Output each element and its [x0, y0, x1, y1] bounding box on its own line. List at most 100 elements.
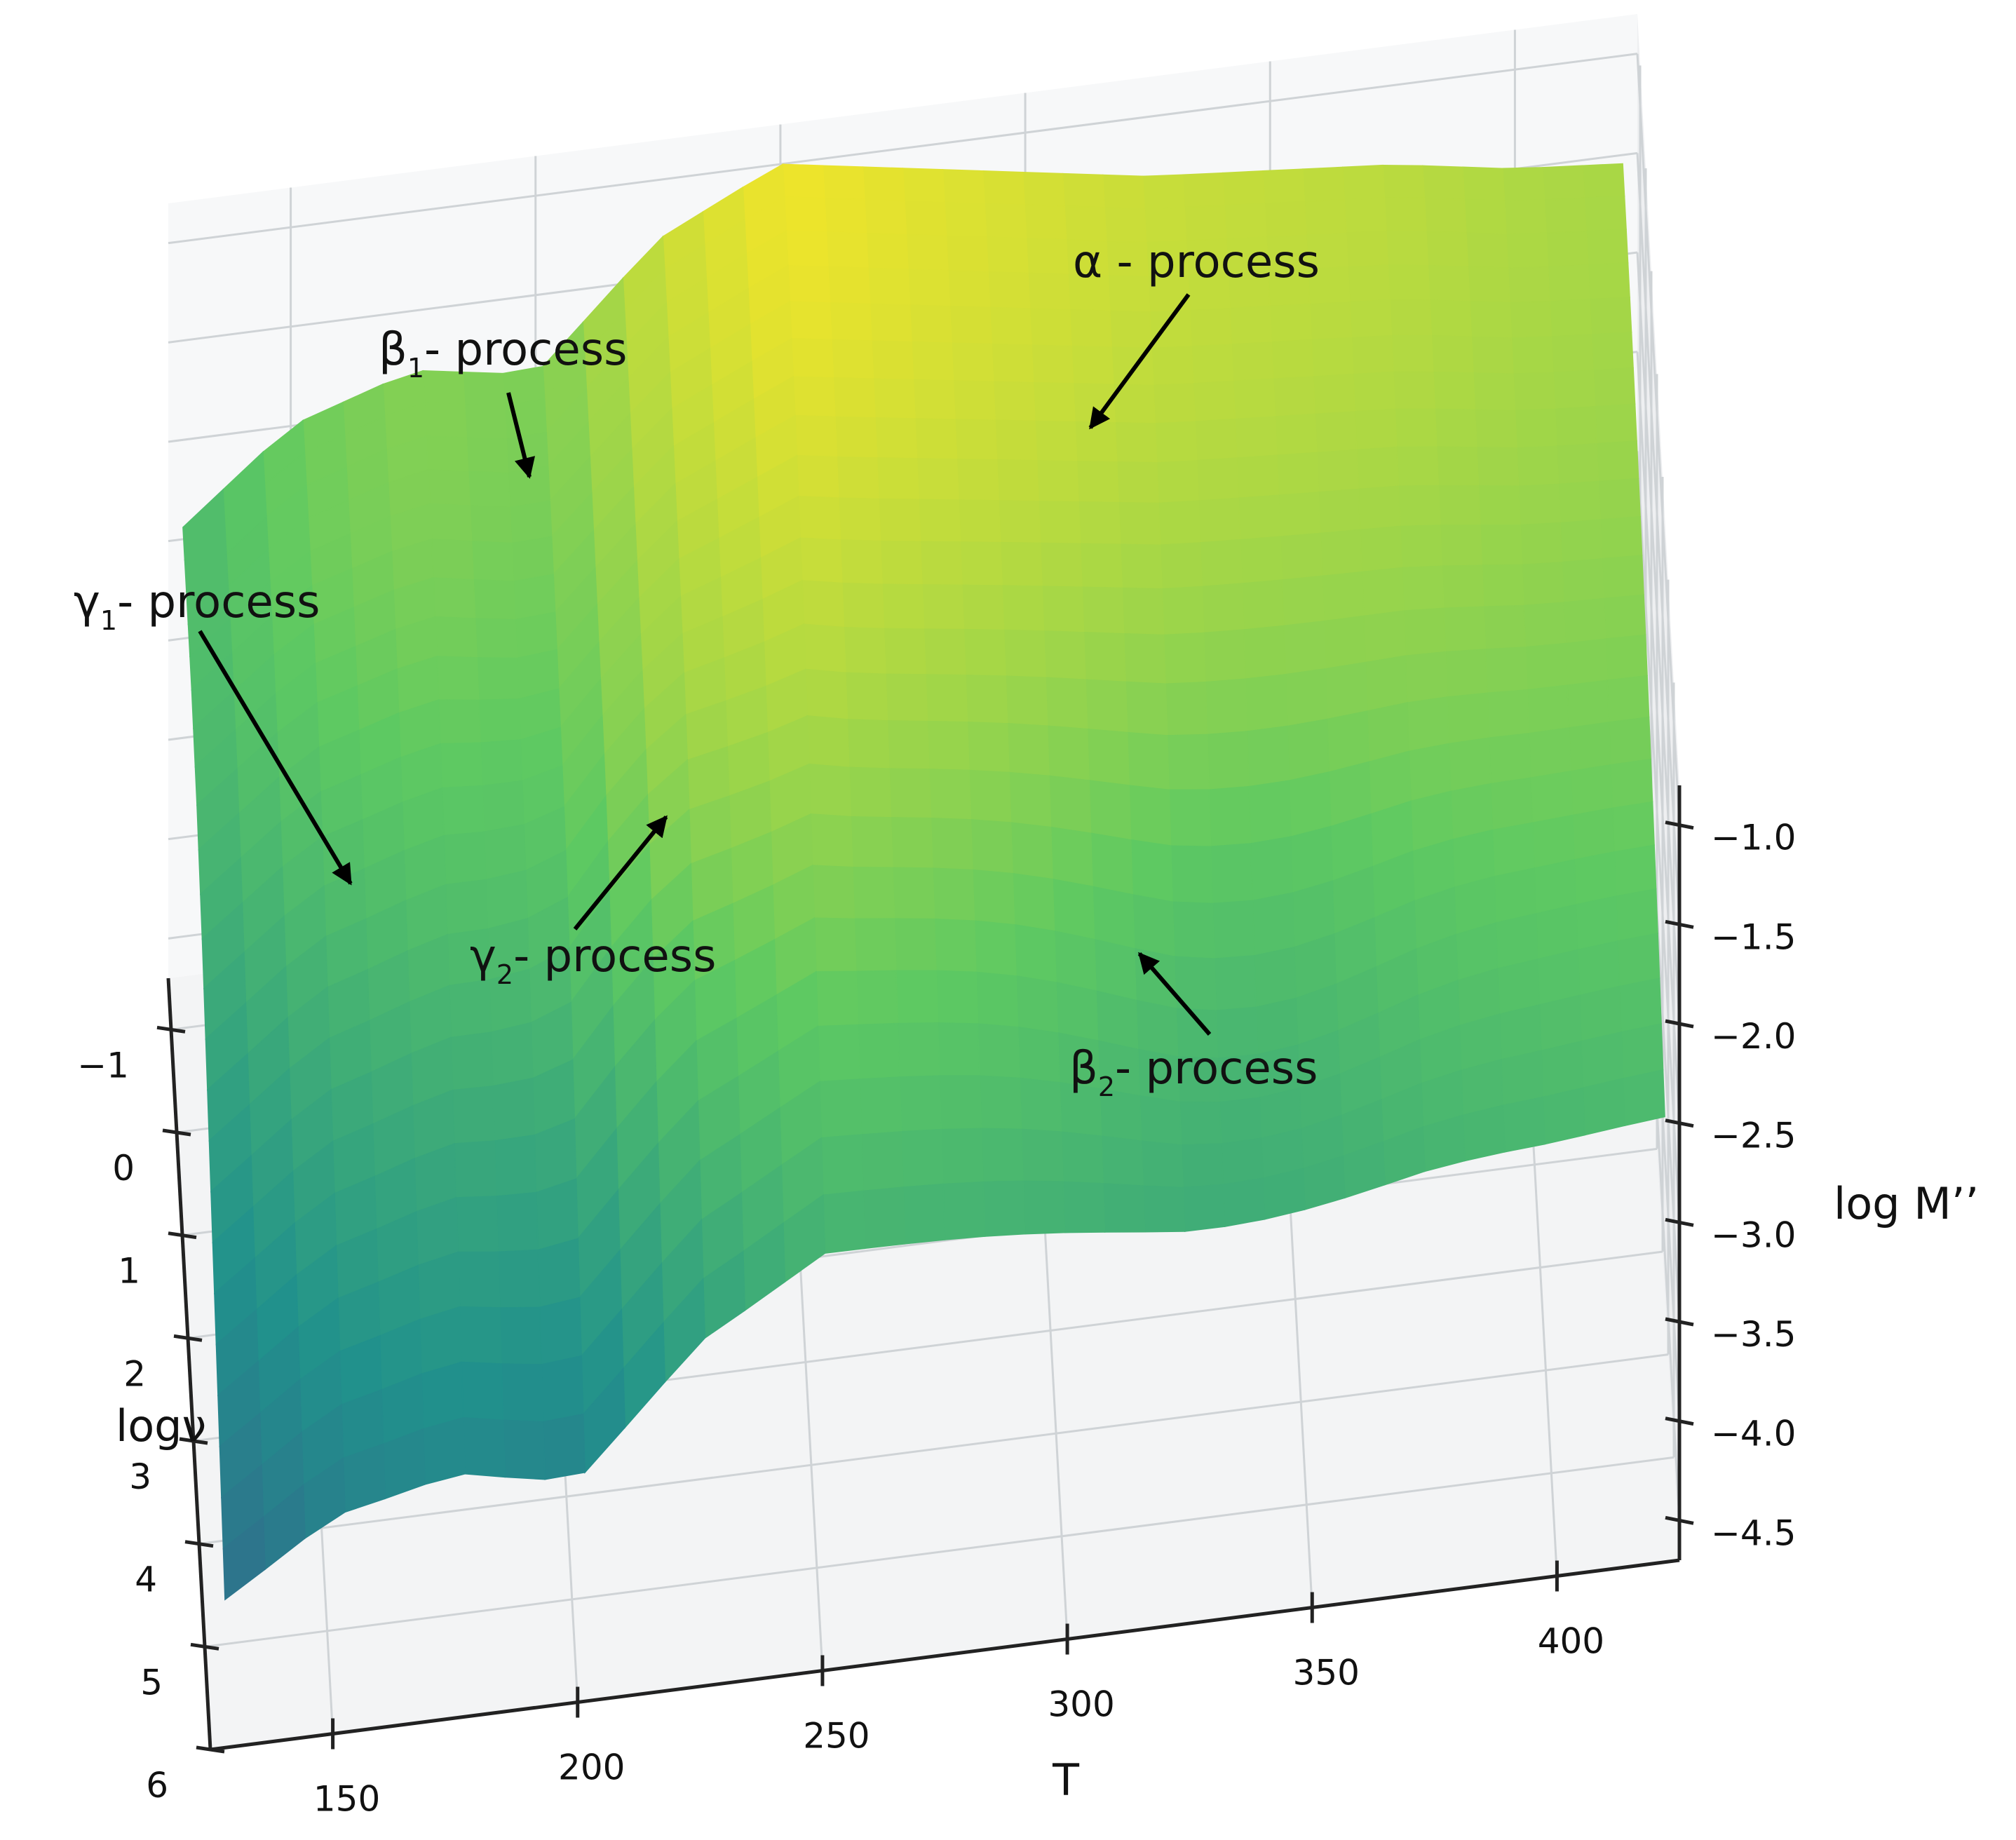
surface-patch — [1241, 579, 1285, 630]
surface-patch — [1384, 197, 1427, 232]
surface-patch — [452, 1085, 495, 1144]
surface-patch — [999, 541, 1043, 587]
surface-patch — [438, 699, 481, 745]
surface-patch — [1013, 924, 1057, 983]
surface-patch — [859, 1076, 902, 1135]
surface-patch — [989, 306, 1032, 346]
surface-patch — [441, 785, 485, 837]
surface-patch — [422, 1416, 466, 1485]
surface-patch — [1462, 166, 1506, 202]
surface-patch — [1285, 668, 1328, 727]
surface-patch — [947, 270, 991, 309]
z-tick — [1665, 1118, 1694, 1128]
surface-patch — [798, 496, 841, 541]
z-tick-label: −2.0 — [1711, 1016, 1796, 1057]
surface-patch — [879, 540, 923, 586]
surface-patch — [1142, 174, 1185, 210]
surface-patch — [1076, 461, 1119, 503]
surface-patch — [907, 269, 951, 307]
surface-patch — [1025, 238, 1069, 275]
surface-patch — [1611, 801, 1655, 853]
surface-patch — [1123, 632, 1166, 684]
surface-patch — [480, 739, 523, 787]
surface-patch — [473, 579, 516, 621]
surface-patch — [904, 200, 947, 237]
surface-patch — [1387, 264, 1430, 301]
surface-patch — [1325, 661, 1368, 720]
surface-patch — [806, 715, 850, 769]
surface-patch — [1220, 1137, 1264, 1186]
surface-patch — [812, 865, 855, 920]
surface-patch — [1354, 408, 1398, 451]
surface-patch — [1130, 839, 1173, 903]
surface-patch — [1550, 334, 1594, 374]
surface-patch — [1194, 418, 1238, 461]
surface-patch — [991, 343, 1034, 384]
surface-patch — [1524, 642, 1568, 691]
surface-patch — [1353, 371, 1396, 412]
surface-patch — [909, 304, 952, 344]
surface-patch — [831, 339, 874, 379]
surface-patch — [541, 1355, 584, 1423]
surface-patch — [462, 371, 506, 407]
surface-patch — [1139, 1095, 1182, 1146]
surface-patch — [963, 628, 1006, 677]
surface-patch — [1005, 675, 1048, 726]
surface-patch — [474, 618, 517, 659]
surface-patch — [832, 377, 876, 419]
surface-patch — [1039, 542, 1083, 588]
surface-patch — [824, 198, 867, 234]
surface-patch — [1109, 310, 1152, 349]
surface-patch — [1238, 494, 1281, 541]
surface-patch — [809, 763, 852, 818]
surface-patch — [1427, 264, 1470, 302]
surface-patch — [970, 819, 1013, 874]
surface-patch — [1250, 836, 1294, 902]
surface-patch — [977, 1023, 1020, 1079]
surface-patch — [1022, 1180, 1066, 1235]
surface-patch — [1036, 460, 1079, 503]
surface-patch — [935, 970, 979, 1024]
surface-patch — [966, 721, 1010, 773]
surface-patch — [973, 920, 1017, 977]
surface-patch — [1590, 332, 1634, 371]
surface-patch — [975, 971, 1019, 1028]
surface-patch — [509, 500, 553, 544]
surface-patch — [1205, 678, 1248, 736]
surface-patch — [1499, 1003, 1542, 1060]
surface-patch — [1316, 449, 1360, 493]
surface-patch — [900, 1128, 944, 1188]
z-tick — [1665, 1416, 1694, 1426]
surface-patch — [1126, 731, 1170, 791]
surface-patch — [865, 233, 909, 270]
surface-patch — [980, 1128, 1024, 1183]
annotation-label: β1- process — [379, 324, 627, 384]
surface-patch — [1088, 780, 1132, 841]
surface-patch — [810, 813, 853, 868]
surface-patch — [905, 234, 949, 271]
y-tick — [190, 1642, 219, 1651]
surface-patch — [1172, 901, 1215, 959]
surface-patch — [1309, 301, 1353, 341]
surface-patch — [992, 381, 1036, 422]
surface-patch — [965, 674, 1008, 724]
surface-patch — [427, 469, 471, 506]
surface-patch — [1015, 975, 1059, 1034]
surface-patch — [1400, 525, 1443, 569]
surface-patch — [1503, 199, 1547, 235]
surface-patch — [1038, 500, 1081, 545]
surface-patch — [1184, 205, 1227, 242]
surface-patch — [1585, 229, 1629, 266]
surface-patch — [787, 265, 831, 304]
surface-patch — [1102, 174, 1145, 210]
surface-patch — [1589, 297, 1632, 335]
z-tick-label: −3.0 — [1711, 1215, 1796, 1255]
surface-patch — [1027, 272, 1071, 311]
surface-patch — [1086, 728, 1130, 786]
surface-patch — [852, 866, 895, 920]
surface-patch — [782, 163, 825, 199]
surface-patch — [982, 170, 1025, 205]
surface-patch — [1480, 525, 1523, 566]
surface-patch — [918, 499, 961, 543]
surface-patch — [816, 970, 859, 1027]
